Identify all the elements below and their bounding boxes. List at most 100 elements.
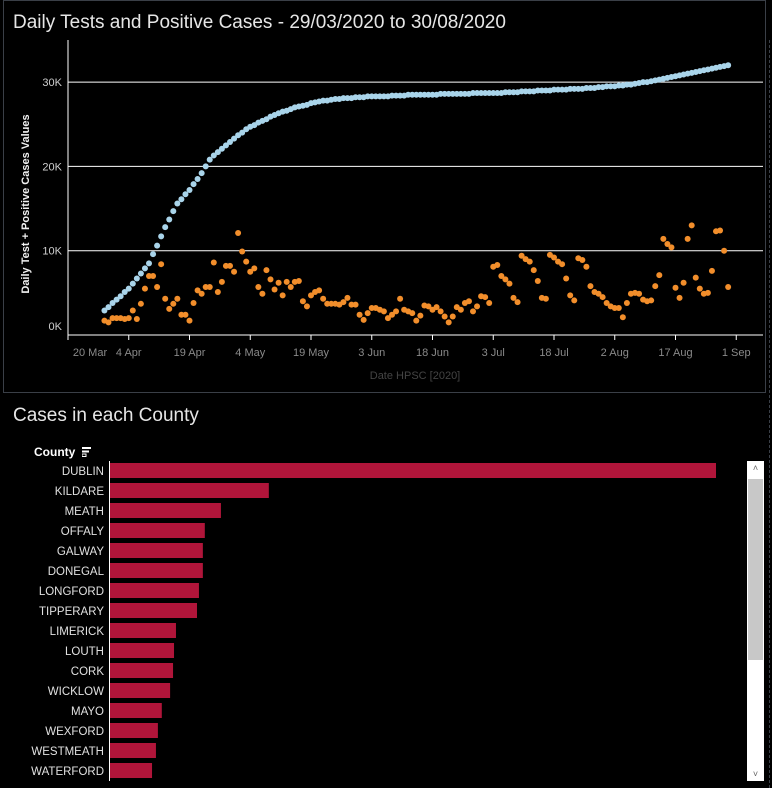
- positive-cases-point: [137, 300, 144, 307]
- positive-cases-point: [125, 315, 132, 322]
- county-bar[interactable]: [110, 723, 158, 738]
- county-label: LOUTH: [65, 646, 104, 658]
- county-bar[interactable]: [110, 523, 205, 538]
- county-bar[interactable]: [110, 703, 162, 718]
- positive-cases-point: [295, 278, 302, 285]
- positive-cases-point: [534, 278, 541, 285]
- county-bar[interactable]: [110, 483, 269, 498]
- y-tick-label: 30K: [42, 77, 62, 89]
- y-tick-label: 20K: [42, 161, 62, 173]
- tests-point: [202, 163, 209, 170]
- positive-cases-point: [287, 283, 294, 290]
- positive-cases-point: [623, 299, 630, 306]
- tests-point: [206, 156, 213, 163]
- county-bar[interactable]: [110, 583, 199, 598]
- tests-point: [231, 135, 238, 142]
- positive-cases-point: [470, 308, 476, 315]
- county-bar[interactable]: [110, 503, 221, 518]
- county-label: WATERFORD: [31, 766, 104, 778]
- positive-cases-point: [692, 274, 699, 281]
- tests-point: [178, 196, 185, 203]
- positive-cases-point: [166, 305, 173, 312]
- x-tick-label: 4 May: [235, 347, 265, 359]
- positive-cases-point: [656, 272, 663, 279]
- positive-cases-point: [356, 311, 363, 318]
- sort-descending-icon[interactable]: [81, 447, 91, 457]
- x-axis-title: Date HPSC [2020]: [370, 370, 461, 382]
- positive-cases-point: [308, 292, 314, 299]
- chevron-up-icon[interactable]: ˄: [752, 463, 759, 473]
- positive-cases-point: [571, 297, 578, 304]
- positive-cases-point: [235, 229, 242, 236]
- county-bar[interactable]: [110, 763, 153, 778]
- county-bar[interactable]: [110, 463, 716, 478]
- positive-cases-point: [725, 283, 732, 290]
- positive-cases-point: [247, 268, 254, 275]
- county-bar[interactable]: [110, 683, 171, 698]
- positive-cases-point: [141, 285, 148, 292]
- positive-cases-point: [299, 298, 306, 305]
- positive-cases-point: [413, 317, 420, 324]
- county-label: WESTMEATH: [31, 746, 104, 758]
- tests-point: [105, 304, 112, 311]
- positive-cases-point: [150, 272, 157, 279]
- county-bar[interactable]: [110, 643, 175, 658]
- positive-cases-point: [530, 267, 537, 274]
- positive-cases-point: [437, 308, 444, 315]
- county-label: GALWAY: [57, 546, 104, 558]
- county-header[interactable]: County: [34, 445, 91, 459]
- tests-point: [125, 285, 132, 292]
- positive-cases-point: [551, 254, 557, 261]
- chevron-down-icon[interactable]: ˅: [752, 769, 759, 779]
- positive-cases-point: [636, 290, 643, 297]
- county-bar[interactable]: [110, 663, 174, 678]
- positive-cases-point: [364, 310, 371, 317]
- positive-cases-point: [271, 286, 278, 293]
- county-label: KILDARE: [55, 486, 105, 498]
- tests-point: [141, 265, 148, 272]
- positive-cases-point: [344, 294, 351, 301]
- positive-cases-point: [425, 303, 432, 310]
- positive-cases-point: [465, 298, 472, 305]
- positive-cases-point: [696, 285, 703, 292]
- county-bar[interactable]: [110, 563, 203, 578]
- x-tick-label: 2 Aug: [601, 347, 629, 359]
- positive-cases-point: [510, 294, 517, 301]
- county-bar[interactable]: [110, 603, 197, 618]
- x-tick-label: 19 May: [293, 347, 330, 359]
- tests-point: [154, 242, 161, 249]
- positive-cases-point: [498, 272, 505, 279]
- tests-point: [113, 296, 120, 303]
- positive-cases-point: [676, 294, 683, 301]
- x-tick-label: 4 Apr: [116, 347, 142, 359]
- positive-cases-point: [587, 283, 594, 290]
- tests-point: [129, 280, 136, 287]
- county-bar[interactable]: [110, 623, 176, 638]
- tests-point: [239, 129, 246, 136]
- tests-point: [725, 62, 732, 69]
- positive-cases-point: [243, 258, 250, 265]
- positive-cases-point: [231, 268, 238, 275]
- x-tick-label: 19 Apr: [174, 347, 206, 359]
- positive-cases-point: [227, 262, 233, 269]
- panel-divider: [769, 40, 770, 788]
- positive-cases-point: [433, 304, 440, 311]
- scrollbar-thumb[interactable]: [748, 479, 763, 660]
- positive-cases-point: [279, 292, 286, 299]
- positive-cases-point: [457, 306, 464, 313]
- tests-point: [137, 270, 144, 277]
- positive-cases-point: [502, 276, 509, 283]
- positive-cases-point: [680, 279, 687, 286]
- positive-cases-point: [133, 315, 140, 322]
- county-bar[interactable]: [110, 743, 156, 758]
- county-bar[interactable]: [110, 543, 203, 558]
- positive-cases-point: [668, 244, 675, 251]
- positive-cases-point: [684, 235, 691, 242]
- county-label: TIPPERARY: [39, 606, 104, 618]
- positive-cases-point: [352, 301, 359, 308]
- tests-point: [190, 181, 197, 188]
- county-label: LIMERICK: [50, 626, 105, 638]
- tests-point: [194, 176, 201, 183]
- positive-cases-point: [393, 308, 400, 315]
- vertical-scrollbar[interactable]: ˄ ˅: [747, 461, 764, 781]
